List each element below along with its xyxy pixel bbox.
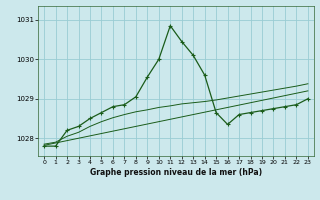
X-axis label: Graphe pression niveau de la mer (hPa): Graphe pression niveau de la mer (hPa) [90,168,262,177]
